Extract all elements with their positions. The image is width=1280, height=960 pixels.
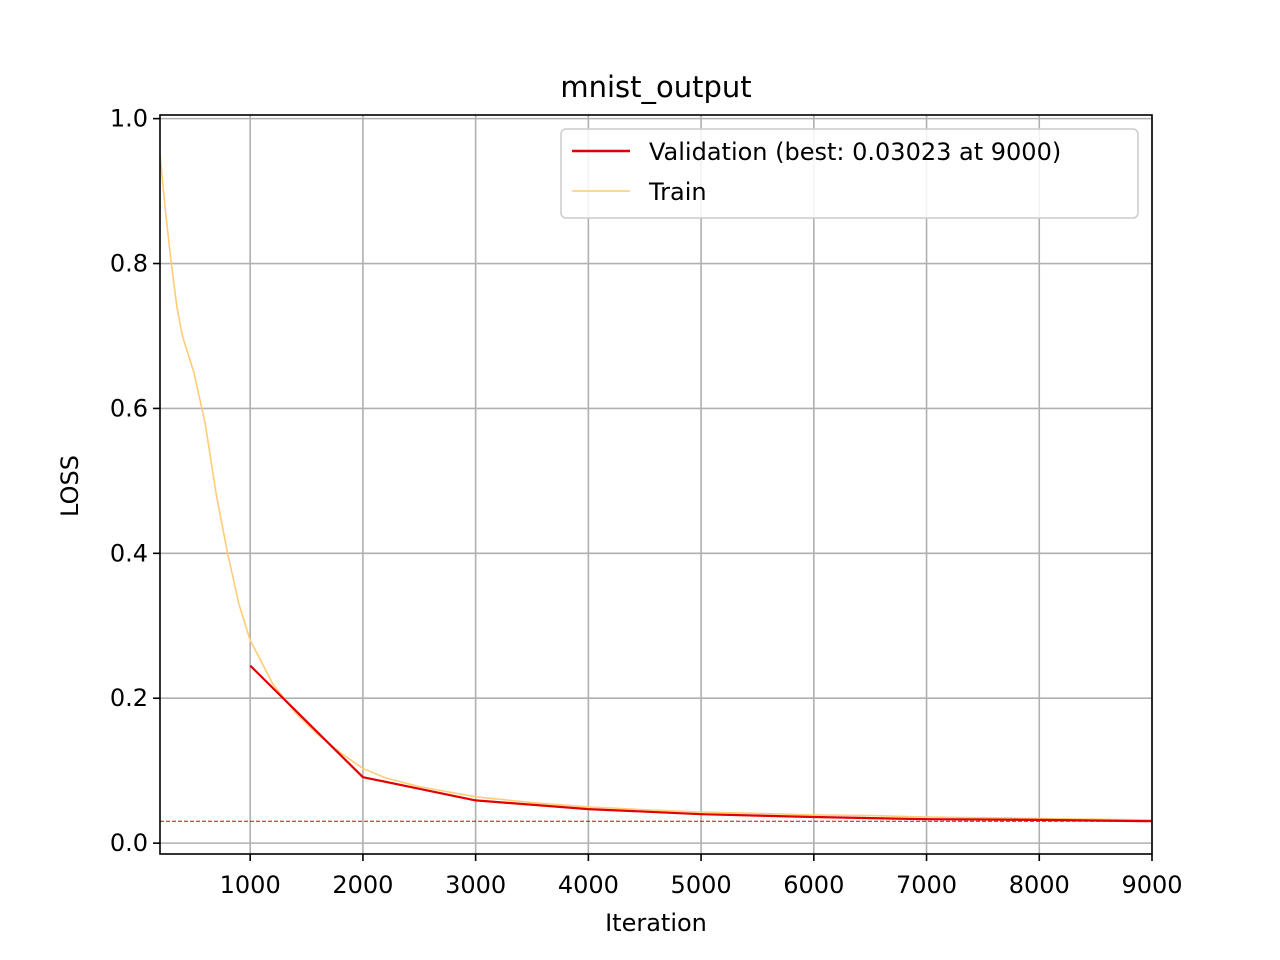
x-tick-label: 4000 <box>558 871 619 899</box>
y-tick-label: 0.8 <box>110 250 148 278</box>
plot-frame <box>159 114 1153 855</box>
x-tick-label: 1000 <box>220 871 281 899</box>
series-lines <box>159 154 1153 823</box>
x-axis-label: Iteration <box>605 909 707 937</box>
validation-series-line <box>249 664 1153 823</box>
legend-label-train: Train <box>648 178 707 206</box>
legend: Validation (best: 0.03023 at 9000) Train <box>560 128 1139 219</box>
y-tick-label: 0.2 <box>110 684 148 712</box>
x-tick-label: 7000 <box>896 871 957 899</box>
grid <box>160 115 1153 854</box>
x-tick-label: 8000 <box>1009 871 1070 899</box>
y-tick-label: 0.0 <box>110 829 148 857</box>
x-tick-label: 3000 <box>445 871 506 899</box>
y-axis-label: LOSS <box>56 455 84 517</box>
y-tick-label: 0.4 <box>110 539 148 567</box>
y-tick-label: 0.6 <box>110 394 148 422</box>
axis-ticks: 1000 2000 3000 4000 5000 6000 7000 8000 9000 0.0 0… <box>110 105 1183 899</box>
y-tick-label: 1.0 <box>110 105 148 133</box>
x-tick-label: 9000 <box>1121 871 1182 899</box>
chart-title: mnist_output <box>560 70 751 104</box>
legend-label-validation: Validation (best: 0.03023 at 9000) <box>649 138 1061 166</box>
legend-box <box>560 128 1139 219</box>
x-tick-label: 2000 <box>332 871 393 899</box>
x-tick-label: 5000 <box>671 871 732 899</box>
x-tick-label: 6000 <box>783 871 844 899</box>
train-series-line <box>159 154 1153 821</box>
